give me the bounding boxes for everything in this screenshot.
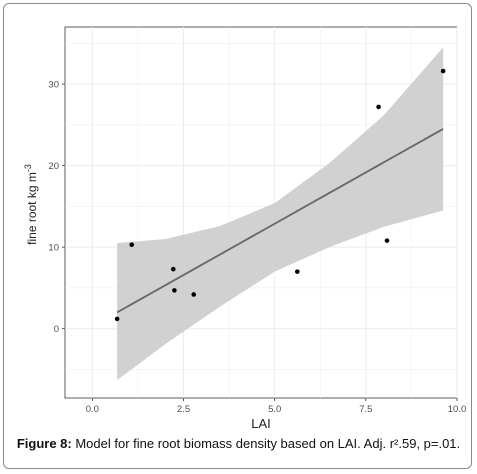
regression-line bbox=[116, 128, 444, 314]
caption-text: Model for fine root biomass density base… bbox=[71, 436, 461, 451]
data-point bbox=[171, 266, 176, 272]
confidence-band bbox=[117, 47, 444, 381]
y-axis-label-superscript: -3 bbox=[23, 164, 33, 172]
x-tick-label: 0.0 bbox=[86, 404, 99, 415]
data-point bbox=[191, 292, 197, 297]
y-axis-label: fine root kg m-3 bbox=[23, 164, 39, 245]
data-point bbox=[294, 269, 300, 274]
data-point bbox=[172, 288, 177, 293]
x-tick-label: 2.5 bbox=[177, 404, 190, 415]
y-axis-label-text: fine root kg m bbox=[25, 172, 39, 245]
figure-caption: Figure 8: Model for fine root biomass de… bbox=[0, 436, 477, 451]
x-axis-ticks: 0.0 2.5 5.0 7.5 10.0 bbox=[86, 398, 467, 415]
data-point bbox=[440, 68, 446, 74]
y-axis-ticks: 0 10 20 30 bbox=[48, 80, 65, 335]
data-point bbox=[384, 238, 390, 243]
data-point bbox=[114, 316, 120, 322]
y-tick-label: 0 bbox=[54, 324, 59, 335]
y-tick-label: 20 bbox=[48, 161, 59, 172]
x-tick-label: 7.5 bbox=[359, 404, 372, 415]
y-tick-label: 30 bbox=[48, 80, 59, 91]
x-tick-label: 10.0 bbox=[448, 404, 467, 415]
data-point bbox=[129, 242, 135, 248]
data-points bbox=[114, 68, 446, 322]
x-tick-label: 5.0 bbox=[268, 404, 281, 415]
data-point bbox=[376, 104, 381, 110]
x-axis-label: LAI bbox=[251, 416, 271, 431]
y-tick-label: 10 bbox=[48, 243, 59, 254]
caption-label: Figure 8: bbox=[16, 436, 72, 451]
